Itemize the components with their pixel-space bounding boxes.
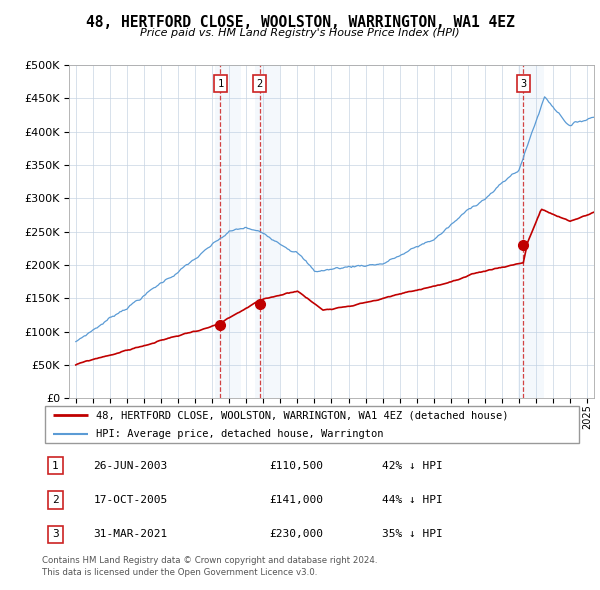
Text: 42% ↓ HPI: 42% ↓ HPI bbox=[382, 461, 443, 471]
Text: £230,000: £230,000 bbox=[269, 529, 323, 539]
Text: 26-JUN-2003: 26-JUN-2003 bbox=[94, 461, 167, 471]
Text: 48, HERTFORD CLOSE, WOOLSTON, WARRINGTON, WA1 4EZ (detached house): 48, HERTFORD CLOSE, WOOLSTON, WARRINGTON… bbox=[96, 410, 509, 420]
Text: Price paid vs. HM Land Registry's House Price Index (HPI): Price paid vs. HM Land Registry's House … bbox=[140, 28, 460, 38]
Text: 31-MAR-2021: 31-MAR-2021 bbox=[94, 529, 167, 539]
FancyBboxPatch shape bbox=[45, 406, 580, 444]
Text: 1: 1 bbox=[217, 78, 223, 88]
Bar bbox=[518, 65, 544, 398]
Bar bbox=[254, 65, 280, 398]
Text: 3: 3 bbox=[52, 529, 59, 539]
Text: HPI: Average price, detached house, Warrington: HPI: Average price, detached house, Warr… bbox=[96, 430, 383, 440]
Text: 48, HERTFORD CLOSE, WOOLSTON, WARRINGTON, WA1 4EZ: 48, HERTFORD CLOSE, WOOLSTON, WARRINGTON… bbox=[86, 15, 514, 30]
Text: This data is licensed under the Open Government Licence v3.0.: This data is licensed under the Open Gov… bbox=[42, 568, 317, 576]
Text: £110,500: £110,500 bbox=[269, 461, 323, 471]
Bar bbox=[215, 65, 241, 398]
Text: 2: 2 bbox=[52, 495, 59, 505]
Text: 35% ↓ HPI: 35% ↓ HPI bbox=[382, 529, 443, 539]
Text: 1: 1 bbox=[52, 461, 59, 471]
Text: 3: 3 bbox=[520, 78, 526, 88]
Text: Contains HM Land Registry data © Crown copyright and database right 2024.: Contains HM Land Registry data © Crown c… bbox=[42, 556, 377, 565]
Text: 17-OCT-2005: 17-OCT-2005 bbox=[94, 495, 167, 505]
Text: 44% ↓ HPI: 44% ↓ HPI bbox=[382, 495, 443, 505]
Text: £141,000: £141,000 bbox=[269, 495, 323, 505]
Text: 2: 2 bbox=[257, 78, 263, 88]
